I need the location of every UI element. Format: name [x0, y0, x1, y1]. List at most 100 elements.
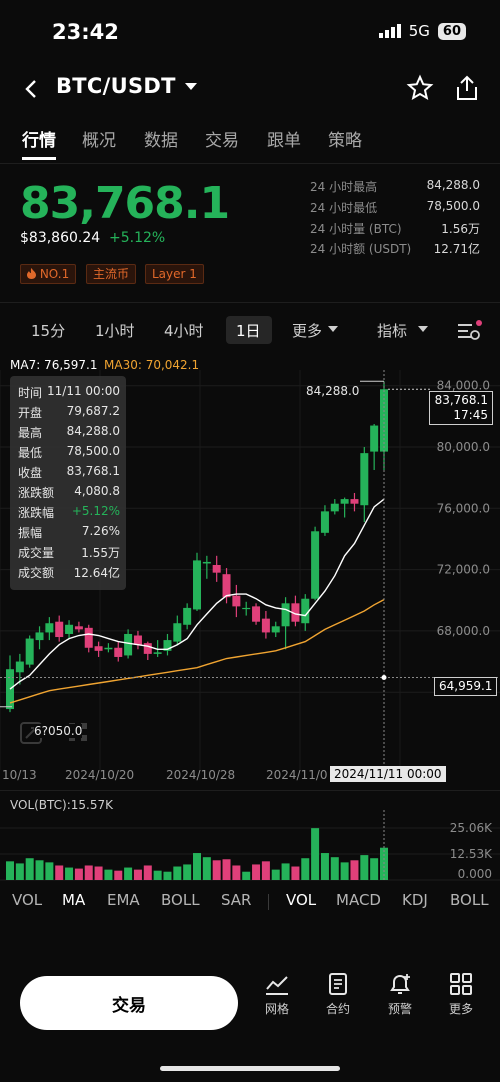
volume-bar: [55, 865, 64, 880]
tag-layer1[interactable]: Layer 1: [145, 264, 204, 284]
candle-body: [380, 389, 388, 452]
tf-more[interactable]: 更多: [292, 322, 323, 340]
tag-mainstream[interactable]: 主流币: [86, 264, 137, 284]
home-indicator: [160, 1066, 340, 1071]
volume-bar: [301, 858, 310, 880]
stat-label: 24 小时最低: [310, 201, 378, 215]
y-tick-label: 68,000.0: [437, 624, 490, 638]
divider: [0, 302, 500, 303]
tab-copy[interactable]: 跟单: [267, 131, 301, 151]
volume-bar: [6, 861, 14, 880]
battery-icon: 60: [437, 22, 466, 40]
star-icon[interactable]: [406, 74, 434, 102]
volume-bar: [35, 860, 44, 880]
back-icon[interactable]: [22, 78, 42, 100]
tab-trade[interactable]: 交易: [205, 131, 239, 151]
tf-1d[interactable]: 1日: [236, 322, 261, 340]
volume-bar: [45, 862, 54, 880]
tab-strategy[interactable]: 策略: [328, 131, 362, 151]
volume-chart[interactable]: 25.06K 12.53K 0.000: [0, 810, 500, 882]
y-tick-label: 84,000.0: [437, 379, 490, 393]
volume-bar: [261, 861, 270, 880]
candle-body: [242, 607, 251, 610]
fiat-price: $83,860.24: [20, 230, 101, 246]
volume-bar: [84, 865, 93, 880]
nav-label: 网格: [264, 1002, 289, 1016]
stat-turnover: 24 小时额 (USDT) 12.71亿: [310, 240, 480, 257]
crosshair-date-tag: 2024/11/11 00:00: [330, 766, 446, 782]
volume-bar: [15, 863, 24, 880]
tooltip-value: 7.26%: [81, 524, 120, 538]
ind-ma[interactable]: MA: [62, 891, 86, 909]
tooltip-label: 成交量: [18, 546, 55, 560]
volume-bar: [320, 853, 329, 880]
chart-settings-icon[interactable]: [456, 320, 482, 342]
divider: [0, 163, 500, 164]
timeframe-active-bg: [226, 316, 272, 344]
volume-bar: [360, 855, 369, 880]
candle-body: [163, 640, 172, 651]
tooltip-label: 时间: [18, 386, 43, 400]
price-change: +5.12%: [109, 230, 166, 246]
tooltip-value: 11/11 00:00: [47, 384, 120, 398]
nav-label: 合约: [325, 1002, 350, 1016]
candle-body: [232, 595, 241, 607]
tf-indicators[interactable]: 指标: [377, 322, 408, 340]
tooltip-label: 涨跌幅: [18, 506, 55, 520]
candle-body: [222, 574, 231, 598]
ind-vol-sub[interactable]: VOL: [286, 891, 317, 909]
tooltip-value: 1.55万: [81, 546, 120, 560]
rank-label: NO.1: [39, 267, 70, 281]
stat-label: 24 小时量 (BTC): [310, 222, 402, 236]
candle-body: [45, 623, 54, 633]
nav-label: 预警: [387, 1002, 412, 1016]
tooltip-value: 4,080.8: [74, 484, 120, 498]
rank-badge[interactable]: NO.1: [20, 264, 77, 284]
tooltip-label: 收盘: [18, 466, 43, 480]
nav-contract[interactable]: 合约: [314, 972, 362, 1017]
ind-macd[interactable]: MACD: [336, 891, 381, 909]
ind-ema[interactable]: EMA: [107, 891, 140, 909]
tf-15m[interactable]: 15分: [31, 322, 66, 340]
fire-icon: [27, 268, 36, 279]
tooltip-value: +5.12%: [71, 504, 120, 518]
candle-tooltip: 时间 11/11 00:00 开盘 79,687.2 最高 84,288.0 最低 78…: [10, 376, 126, 590]
candle-body: [35, 632, 44, 641]
volume-bar: [114, 870, 123, 880]
ind-sar[interactable]: SAR: [221, 891, 252, 909]
trade-button[interactable]: 交易: [20, 976, 238, 1030]
volume-bar: [104, 869, 113, 880]
volume-bar: [163, 871, 172, 880]
chevron-down-icon[interactable]: [184, 82, 198, 92]
tf-1h[interactable]: 1小时: [95, 322, 135, 340]
tab-data[interactable]: 数据: [144, 131, 178, 151]
candle-body: [301, 598, 310, 624]
volume-bar: [222, 859, 231, 880]
tooltip-value: 12.64亿: [73, 566, 120, 580]
nav-grid[interactable]: 网格: [253, 972, 301, 1017]
tooltip-label: 开盘: [18, 406, 43, 420]
pair-title[interactable]: BTC/USDT: [56, 74, 176, 98]
ma30-label: MA30: 70,042.1: [104, 358, 200, 372]
timeframe-bar: 15分 1小时 4小时 1日 更多 指标: [0, 314, 500, 346]
volume-bar: [173, 866, 182, 880]
tf-4h[interactable]: 4小时: [164, 322, 204, 340]
volume-bar: [330, 857, 339, 880]
volume-bar: [74, 868, 83, 880]
tab-market[interactable]: 行情: [22, 131, 56, 151]
share-icon[interactable]: [454, 74, 480, 102]
ind-boll-main[interactable]: BOLL: [161, 891, 200, 909]
ind-boll-sub[interactable]: BOLL: [450, 891, 489, 909]
volume-bar: [153, 870, 162, 880]
ind-vol-main[interactable]: VOL: [12, 891, 43, 909]
volume-bar: [202, 857, 211, 880]
chevron-down-icon: [328, 326, 338, 332]
nav-alert[interactable]: 预警: [376, 972, 424, 1017]
nav-label: 更多: [448, 1002, 473, 1016]
x-tick-label: 2024/10/20: [65, 768, 135, 782]
nav-more[interactable]: 更多: [437, 972, 485, 1017]
tab-overview[interactable]: 概况: [82, 131, 116, 151]
tooltip-label: 成交额: [18, 566, 55, 580]
ind-kdj[interactable]: KDJ: [402, 891, 428, 909]
y-tick-label: 80,000.0: [437, 440, 490, 454]
